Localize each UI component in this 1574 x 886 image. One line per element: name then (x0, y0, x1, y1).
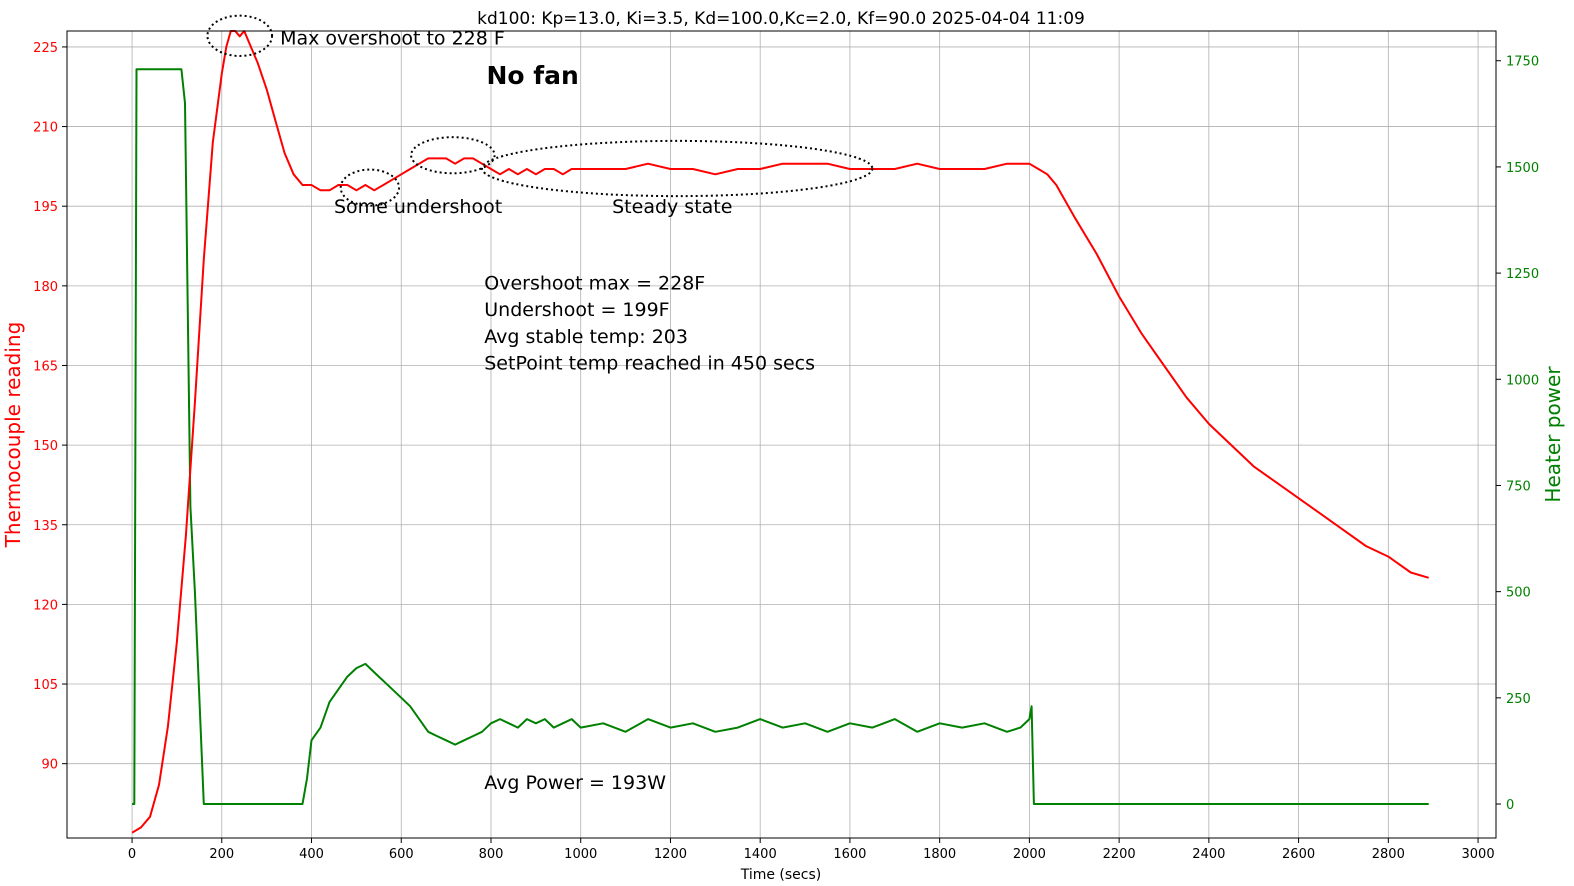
temperature-series-layer (131, 30, 1429, 834)
y-tick-label: 195 (33, 200, 58, 215)
y-tick-label: 150 (33, 439, 58, 454)
chart-title: kd100: Kp=13.0, Ki=3.5, Kd=100.0,Kc=2.0,… (477, 9, 1085, 29)
annotations: Max overshoot to 228 F No fan Some undersh… (280, 27, 815, 794)
grid (67, 31, 1496, 838)
annotation-text: Steady state (612, 196, 732, 218)
x-tick-label: 2400 (1192, 847, 1225, 862)
highlight-ellipse (206, 14, 274, 57)
x-tick-label: 2000 (1013, 847, 1046, 862)
y2-tick-label: 1000 (1506, 373, 1539, 388)
x-tick-label: 1600 (833, 847, 866, 862)
y2-tick-label: 1750 (1506, 55, 1539, 70)
y2-axis-ticks: 0 250 500 750 1000 1250 1500 1750 (1496, 55, 1539, 813)
x-tick-label: 1000 (564, 847, 597, 862)
x-tick-label: 200 (209, 847, 234, 862)
annotation-text: SetPoint temp reached in 450 secs (484, 353, 815, 375)
plot-frame (66, 30, 1497, 839)
y-axis-ticks: 90 105 120 135 150 165 180 195 210 225 (33, 41, 67, 773)
x-tick-label: 800 (479, 847, 504, 862)
annotation-text: Avg stable temp: 203 (484, 326, 688, 348)
x-tick-label: 2800 (1372, 847, 1405, 862)
x-tick-label: 1200 (654, 847, 687, 862)
x-tick-label: 2600 (1282, 847, 1315, 862)
y2-tick-label: 250 (1506, 692, 1531, 707)
y-tick-label: 135 (33, 519, 58, 534)
x-tick-label: 1400 (744, 847, 777, 862)
y-tick-label: 90 (41, 758, 58, 773)
power-series-line (132, 68, 1429, 805)
x-axis-label: Time (secs) (740, 867, 822, 883)
annotation-text: No fan (487, 61, 579, 90)
power-series-layer (132, 68, 1429, 805)
x-tick-label: 0 (128, 847, 136, 862)
y-tick-label: 165 (33, 359, 58, 374)
y2-tick-label: 750 (1506, 479, 1531, 494)
y-tick-label: 105 (33, 678, 58, 693)
annotation-text: Overshoot max = 228F (484, 273, 705, 295)
highlight-ellipse (339, 168, 401, 207)
y-tick-label: 180 (33, 280, 58, 295)
x-tick-label: 2200 (1103, 847, 1136, 862)
y2-tick-label: 1250 (1506, 267, 1539, 282)
y-tick-label: 120 (33, 598, 58, 613)
x-tick-label: 600 (389, 847, 414, 862)
annotation-text: Undershoot = 199F (484, 299, 669, 321)
x-tick-label: 400 (299, 847, 324, 862)
y-tick-label: 225 (33, 41, 58, 56)
y2-tick-label: 0 (1506, 798, 1514, 813)
temperature-series-line (131, 30, 1429, 834)
y-tick-label: 210 (33, 121, 58, 136)
y2-axis-label: Heater power (1541, 366, 1565, 503)
x-tick-label: 1800 (923, 847, 956, 862)
y2-tick-label: 1500 (1506, 161, 1539, 176)
annotation-text: Max overshoot to 228 F (280, 27, 505, 49)
y-axis-label: Thermocouple reading (1, 322, 25, 549)
annotation-text: Avg Power = 193W (484, 772, 666, 794)
x-tick-label: 3000 (1462, 847, 1495, 862)
annotation-text: Some undershoot (334, 196, 502, 218)
highlight-ellipse (410, 136, 496, 175)
highlight-ellipses (206, 14, 874, 207)
y2-tick-label: 500 (1506, 586, 1531, 601)
x-axis-ticks: 0 200 400 600 800 1000 1200 1400 1600 1800 2000 220… (128, 838, 1495, 862)
highlight-ellipse (481, 139, 874, 198)
